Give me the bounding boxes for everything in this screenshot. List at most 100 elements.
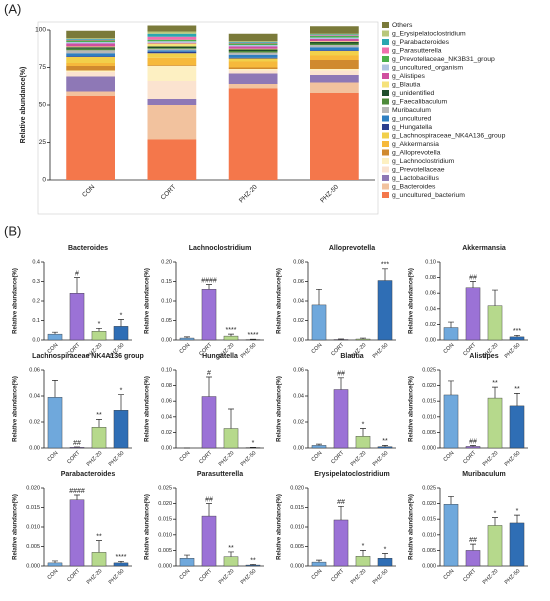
y-axis-label: Relative abundance(%) [145, 494, 151, 560]
error-bar [228, 333, 234, 337]
bar [487, 305, 503, 341]
y-tick-label: 0.015 [26, 505, 40, 511]
bar-segment [66, 56, 115, 57]
y-tick-label: 0.020 [422, 383, 436, 389]
bar-segment [147, 46, 197, 48]
error-bar [360, 428, 366, 437]
y-tick-label: 0.010 [290, 524, 304, 530]
y-tick-label: 0.000 [26, 563, 40, 569]
y-tick-label: 0.00 [425, 337, 436, 343]
legend-swatch [382, 98, 389, 105]
legend-swatch [382, 175, 389, 181]
legend-swatch [382, 158, 389, 164]
bar [465, 446, 481, 449]
significance: * [120, 312, 123, 319]
error-bar [184, 336, 190, 339]
bar-segment [147, 33, 197, 37]
chart-title: Alistipes [469, 353, 498, 360]
bar-segment [228, 42, 278, 43]
significance: **** [116, 554, 127, 561]
error-bar [448, 321, 454, 328]
y-tick-label: 0.020 [290, 485, 304, 491]
bar [69, 447, 85, 449]
legend-label: g_Parasutterella [392, 47, 442, 54]
y-tick-label: 0.010 [422, 414, 436, 420]
significance: ** [96, 412, 102, 419]
y-tick-label: 0.010 [26, 524, 40, 530]
error-bar [206, 503, 212, 517]
bar-segment [66, 40, 115, 42]
bar [355, 338, 371, 341]
bar [487, 525, 503, 567]
bar-segment [228, 67, 278, 69]
y-tick-label: 0.06 [29, 367, 40, 373]
bar [179, 558, 195, 567]
bar [201, 515, 217, 567]
panel-a-frame [37, 21, 379, 215]
significance: * [98, 321, 101, 328]
bar [179, 337, 195, 341]
bar-segment [310, 75, 359, 83]
error-bar [514, 334, 520, 337]
bar [47, 333, 63, 341]
bar [487, 397, 503, 449]
bar-segment [147, 42, 197, 44]
y-tick-label: 0.0 [32, 337, 40, 343]
significance: *** [381, 262, 389, 269]
legend-label: g_Blautia [392, 81, 421, 88]
y-tick-label: 75 [39, 64, 47, 71]
bar-segment [66, 63, 115, 66]
bar-segment [310, 50, 359, 51]
y-tick-label: 0.4 [32, 259, 40, 265]
y-tick-label: 0.005 [422, 430, 436, 436]
bar-segment [228, 49, 278, 51]
chart-title: Erysipelatoclostridium [314, 471, 389, 478]
y-tick-label: 0.10 [161, 367, 172, 373]
y-tick-label: 0.025 [158, 485, 172, 491]
y-tick-label: 25 [39, 139, 47, 146]
y-tick-label: 0.06 [425, 291, 436, 297]
error-bar [316, 559, 322, 563]
bar [69, 293, 85, 341]
legend-label: Muribaculum [392, 107, 431, 114]
error-bar [382, 445, 388, 447]
y-tick-label: 0.015 [290, 505, 304, 511]
bar-segment [310, 43, 359, 45]
bar-segment [66, 30, 115, 39]
legend-swatch [382, 30, 389, 37]
bar [69, 499, 85, 567]
bar [91, 427, 107, 449]
bar-segment [228, 45, 278, 47]
y-axis-label: Relative abundance(%) [409, 376, 415, 442]
legend-label: g_Faecalibaculum [392, 98, 447, 105]
legend-swatch [382, 132, 389, 139]
y-tick-label: 0.020 [26, 485, 40, 491]
y-tick-label: 0.3 [32, 279, 40, 285]
bar-segment [66, 39, 115, 40]
bar [333, 519, 349, 567]
bar-segment [310, 93, 359, 180]
legend-label: g_Lactobacillus [392, 175, 439, 182]
bar [223, 335, 239, 341]
legend-swatch [382, 192, 389, 198]
bar-segment [66, 38, 115, 39]
bar-segment [66, 48, 115, 51]
significance: * [494, 510, 497, 517]
error-bar [514, 393, 520, 406]
bar [311, 304, 327, 341]
bar [47, 397, 63, 449]
significance: * [120, 388, 123, 395]
bar-segment [228, 52, 278, 55]
bar-segment [66, 39, 115, 41]
error-bar [360, 337, 366, 340]
y-tick-label: 0.005 [158, 548, 172, 554]
significance: ## [337, 499, 345, 506]
bar [355, 436, 371, 449]
y-tick-label: 0.005 [26, 544, 40, 550]
error-bar [250, 564, 256, 566]
bar [377, 446, 393, 449]
significance: ## [73, 440, 81, 447]
bar-segment [147, 65, 197, 66]
bar [509, 405, 525, 449]
error-bar [96, 327, 102, 332]
